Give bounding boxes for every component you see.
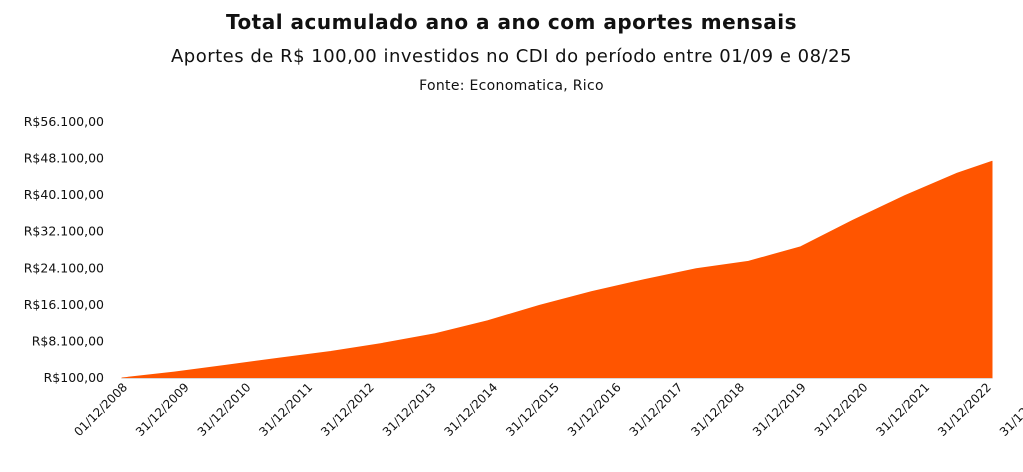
- y-tick-label: R$8.100,00: [32, 333, 104, 348]
- chart-source: Fonte: Economatica, Rico: [419, 78, 604, 94]
- x-tick-label: 31/12/2016: [565, 380, 624, 439]
- series-area: [121, 160, 993, 379]
- y-tick-label: R$48.100,00: [24, 151, 104, 166]
- chart-subtitle: Aportes de R$ 100,00 investidos no CDI d…: [170, 46, 853, 67]
- x-tick-label: 31/12/2013: [380, 380, 439, 439]
- x-tick-label: 31/12/2010: [195, 380, 254, 439]
- x-tick-label: 31/12/2018: [688, 380, 747, 439]
- y-tick-label: R$100,00: [44, 370, 104, 385]
- y-tick-label: R$32.100,00: [24, 224, 104, 239]
- x-tick-label: 31/12/2014: [442, 380, 501, 439]
- y-tick-label: R$16.100,00: [24, 297, 104, 312]
- y-tick-label: R$24.100,00: [24, 260, 104, 275]
- x-tick-label: 31/12/2017: [627, 380, 686, 439]
- y-tick-label: R$56.100,00: [24, 114, 104, 129]
- x-tick-label: 31/12/2012: [318, 380, 377, 439]
- x-tick-label: 31/12/2015: [503, 380, 562, 439]
- x-tick-label: 31/12/2023: [997, 380, 1023, 439]
- y-tick-label: R$40.100,00: [24, 187, 104, 202]
- chart-title: Total acumulado ano a ano com aportes me…: [225, 10, 798, 34]
- x-tick-label: 31/12/2019: [750, 380, 809, 439]
- x-tick-label: 31/12/2022: [935, 380, 994, 439]
- x-tick-label: 31/12/2021: [873, 380, 932, 439]
- x-tick-label: 31/12/2020: [812, 380, 871, 439]
- x-tick-label: 31/12/2011: [256, 380, 315, 439]
- x-tick-label: 31/12/2009: [133, 380, 192, 439]
- x-tick-label: 01/12/2008: [71, 380, 130, 439]
